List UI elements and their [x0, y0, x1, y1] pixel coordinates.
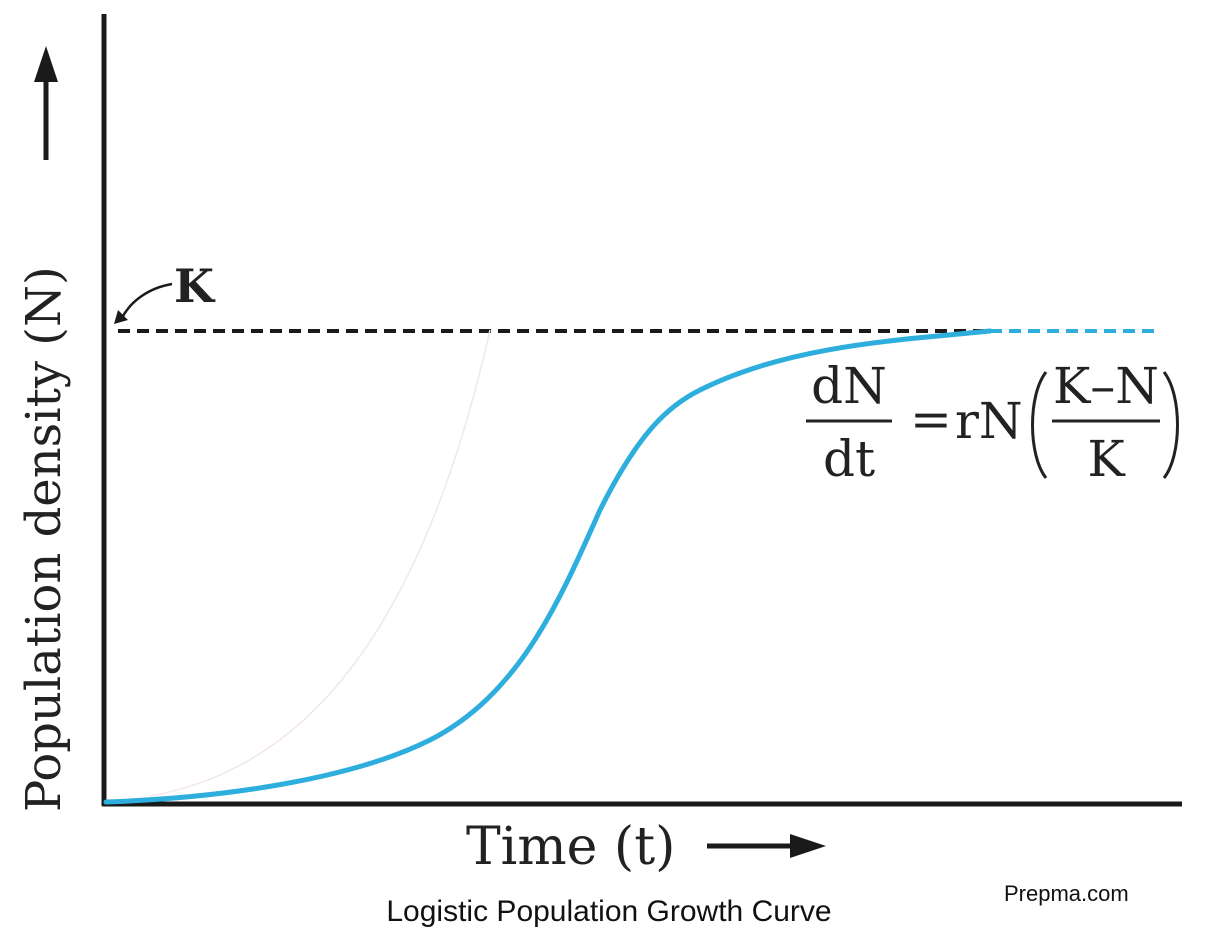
- equation-frac-denominator: K: [1087, 430, 1126, 488]
- x-axis-label: Time (t): [466, 817, 675, 877]
- k-label: K: [174, 259, 216, 313]
- y-axis-label-group: Population density (N): [16, 46, 72, 812]
- figure-caption: Logistic Population Growth Curve: [386, 895, 831, 928]
- equation-lhs-numerator: dN: [811, 357, 887, 415]
- k-pointer-icon: [120, 282, 173, 319]
- equation-lhs-denominator: dt: [823, 430, 875, 488]
- equation-left-paren-icon: [1031, 371, 1048, 479]
- y-axis-label: Population density (N): [16, 266, 72, 812]
- equation-right-paren-icon: [1162, 371, 1179, 479]
- x-axis-arrowhead-icon: [790, 834, 826, 858]
- k-annotation: K: [114, 259, 216, 324]
- logistic-equation: dN dt = rN K–N K: [806, 357, 1179, 488]
- equation-frac-numerator: K–N: [1053, 357, 1159, 415]
- k-pointer-arrowhead-icon: [114, 310, 128, 324]
- faint-exponential-guide: [149, 329, 491, 797]
- logistic-growth-curve: [103, 328, 993, 805]
- equation-factor: rN: [955, 392, 1023, 450]
- y-axis-arrowhead-icon: [34, 46, 58, 82]
- equation-equals: =: [910, 390, 952, 448]
- site-watermark: Prepma.com: [1004, 881, 1129, 906]
- x-axis-label-group: Time (t): [466, 817, 826, 877]
